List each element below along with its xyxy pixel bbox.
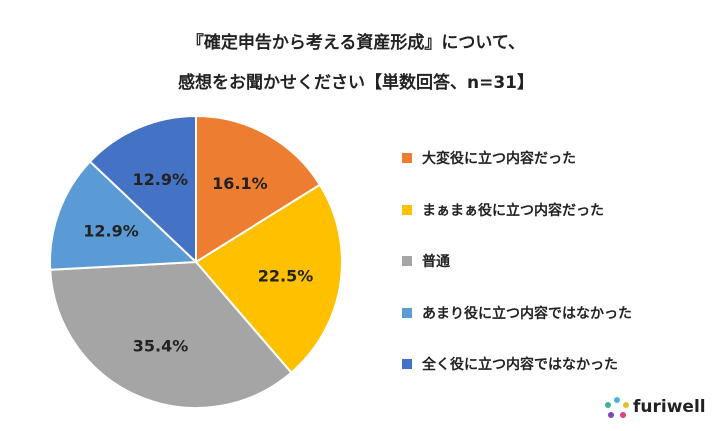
legend-item: 普通 — [402, 251, 450, 271]
data-label: 16.1% — [212, 174, 268, 193]
legend-swatch — [402, 153, 412, 163]
furiwell-logo: furiwell — [605, 396, 706, 418]
legend-item: あまり役に立つ内容ではなかった — [402, 303, 632, 323]
chart-title-line-1: 『確定申告から考える資産形成』について、 — [186, 33, 526, 53]
data-label: 12.9% — [83, 222, 139, 241]
legend-swatch — [402, 359, 412, 369]
logo-text: furiwell — [633, 397, 706, 417]
pie-slice — [195, 114, 322, 264]
pie-slice — [194, 183, 343, 374]
legend-label: 大変役に立つ内容だった — [422, 151, 576, 167]
data-label: 22.5% — [258, 267, 314, 286]
pie-slice — [49, 260, 293, 409]
legend-swatch — [402, 307, 412, 318]
legend-label: 全く役に立つ内容ではなかった — [422, 357, 618, 373]
legend-label: まぁまぁ役に立つ内容だった — [422, 202, 604, 219]
legend-item: 大変役に立つ内容だった — [402, 148, 576, 168]
legend-swatch — [402, 256, 412, 266]
data-label: 35.4% — [133, 336, 189, 355]
chart-title-line-2: 感想をお聞かせください【単数回答、n=31】 — [177, 73, 534, 93]
legend-swatch — [402, 204, 412, 215]
pie-slice — [88, 114, 197, 265]
legend-item: まぁまぁ役に立つ内容だった — [402, 200, 604, 220]
legend-item: 全く役に立つ内容ではなかった — [402, 354, 618, 374]
logo-star-icon — [605, 397, 629, 418]
legend-label: あまり役に立つ内容ではなかった — [422, 305, 632, 322]
legend-label: 普通 — [422, 254, 450, 270]
pie-slice — [49, 160, 199, 271]
data-label: 12.9% — [132, 170, 188, 189]
